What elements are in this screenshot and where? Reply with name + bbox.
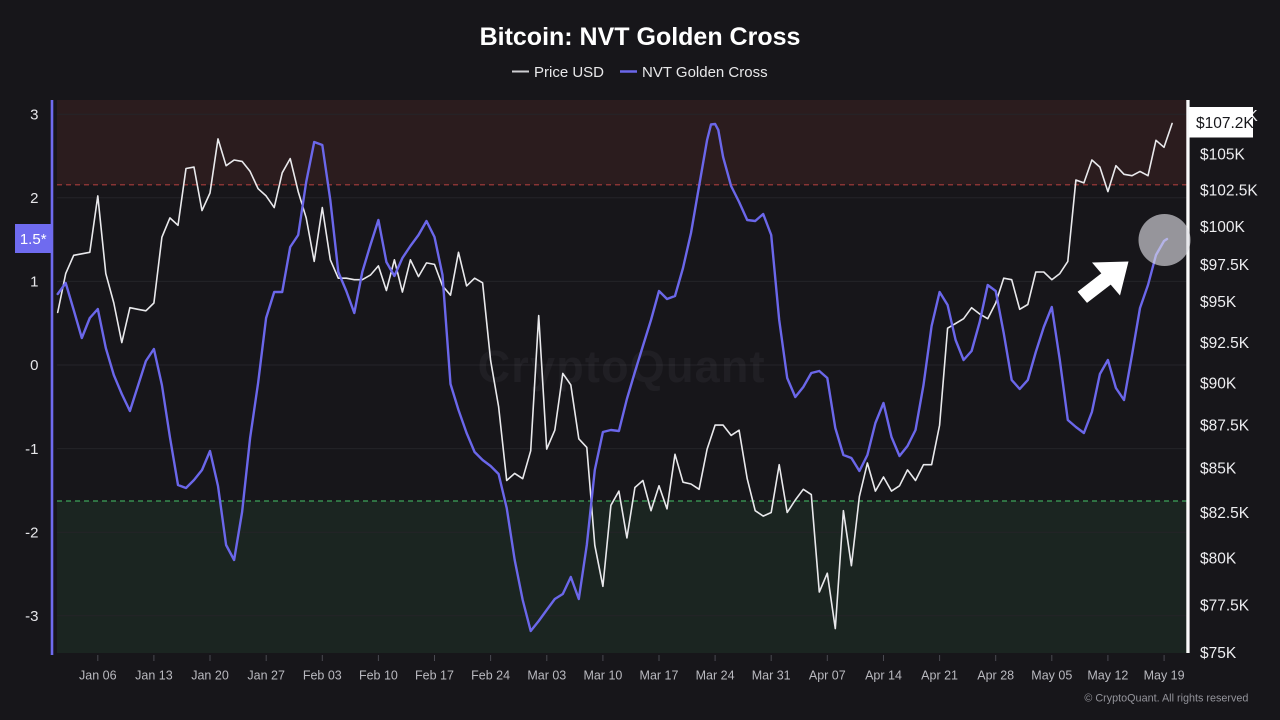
svg-text:$105K: $105K [1200,147,1245,164]
svg-text:© CryptoQuant. All rights rese: © CryptoQuant. All rights reserved [1084,693,1248,705]
svg-text:May 19: May 19 [1144,669,1185,683]
svg-text:Mar 03: Mar 03 [527,669,566,683]
svg-text:Apr 14: Apr 14 [865,669,902,683]
svg-text:Price USD: Price USD [534,64,604,81]
svg-text:$82.5K: $82.5K [1200,505,1250,522]
svg-text:$90K: $90K [1200,376,1237,393]
svg-text:Feb 24: Feb 24 [471,669,510,683]
svg-text:Mar 24: Mar 24 [696,669,735,683]
svg-text:Jan 06: Jan 06 [79,669,117,683]
svg-text:$100K: $100K [1200,219,1245,236]
svg-text:$97.5K: $97.5K [1200,257,1250,274]
svg-text:$87.5K: $87.5K [1200,418,1250,435]
svg-text:-1: -1 [25,441,38,458]
svg-text:$80K: $80K [1200,551,1237,568]
svg-text:-2: -2 [25,524,38,541]
svg-text:May 12: May 12 [1087,669,1128,683]
svg-text:Mar 17: Mar 17 [640,669,679,683]
svg-text:2: 2 [30,190,38,207]
svg-text:NVT Golden Cross: NVT Golden Cross [642,64,768,81]
svg-text:Apr 28: Apr 28 [977,669,1014,683]
svg-text:$102.5K: $102.5K [1200,183,1258,200]
svg-text:$75K: $75K [1200,645,1237,662]
svg-text:Feb 17: Feb 17 [415,669,454,683]
svg-text:Feb 10: Feb 10 [359,669,398,683]
svg-text:-3: -3 [25,608,38,625]
svg-text:Jan 13: Jan 13 [135,669,173,683]
svg-text:Jan 20: Jan 20 [191,669,229,683]
svg-text:1.5*: 1.5* [20,231,47,248]
svg-text:Apr 07: Apr 07 [809,669,846,683]
svg-text:Feb 03: Feb 03 [303,669,342,683]
svg-text:1: 1 [30,274,38,291]
svg-text:CryptoQuant: CryptoQuant [478,341,766,392]
svg-text:Bitcoin: NVT Golden Cross: Bitcoin: NVT Golden Cross [480,23,801,51]
svg-text:Mar 10: Mar 10 [583,669,622,683]
svg-text:May 05: May 05 [1031,669,1072,683]
svg-text:$77.5K: $77.5K [1200,597,1250,614]
svg-text:Mar 31: Mar 31 [752,669,791,683]
svg-text:3: 3 [30,106,38,123]
svg-text:0: 0 [30,357,38,374]
svg-text:$92.5K: $92.5K [1200,335,1250,352]
svg-text:Apr 21: Apr 21 [921,669,958,683]
svg-text:$107.2K: $107.2K [1196,115,1254,132]
svg-text:Jan 27: Jan 27 [247,669,285,683]
svg-text:$85K: $85K [1200,461,1237,478]
svg-text:$95K: $95K [1200,294,1237,311]
